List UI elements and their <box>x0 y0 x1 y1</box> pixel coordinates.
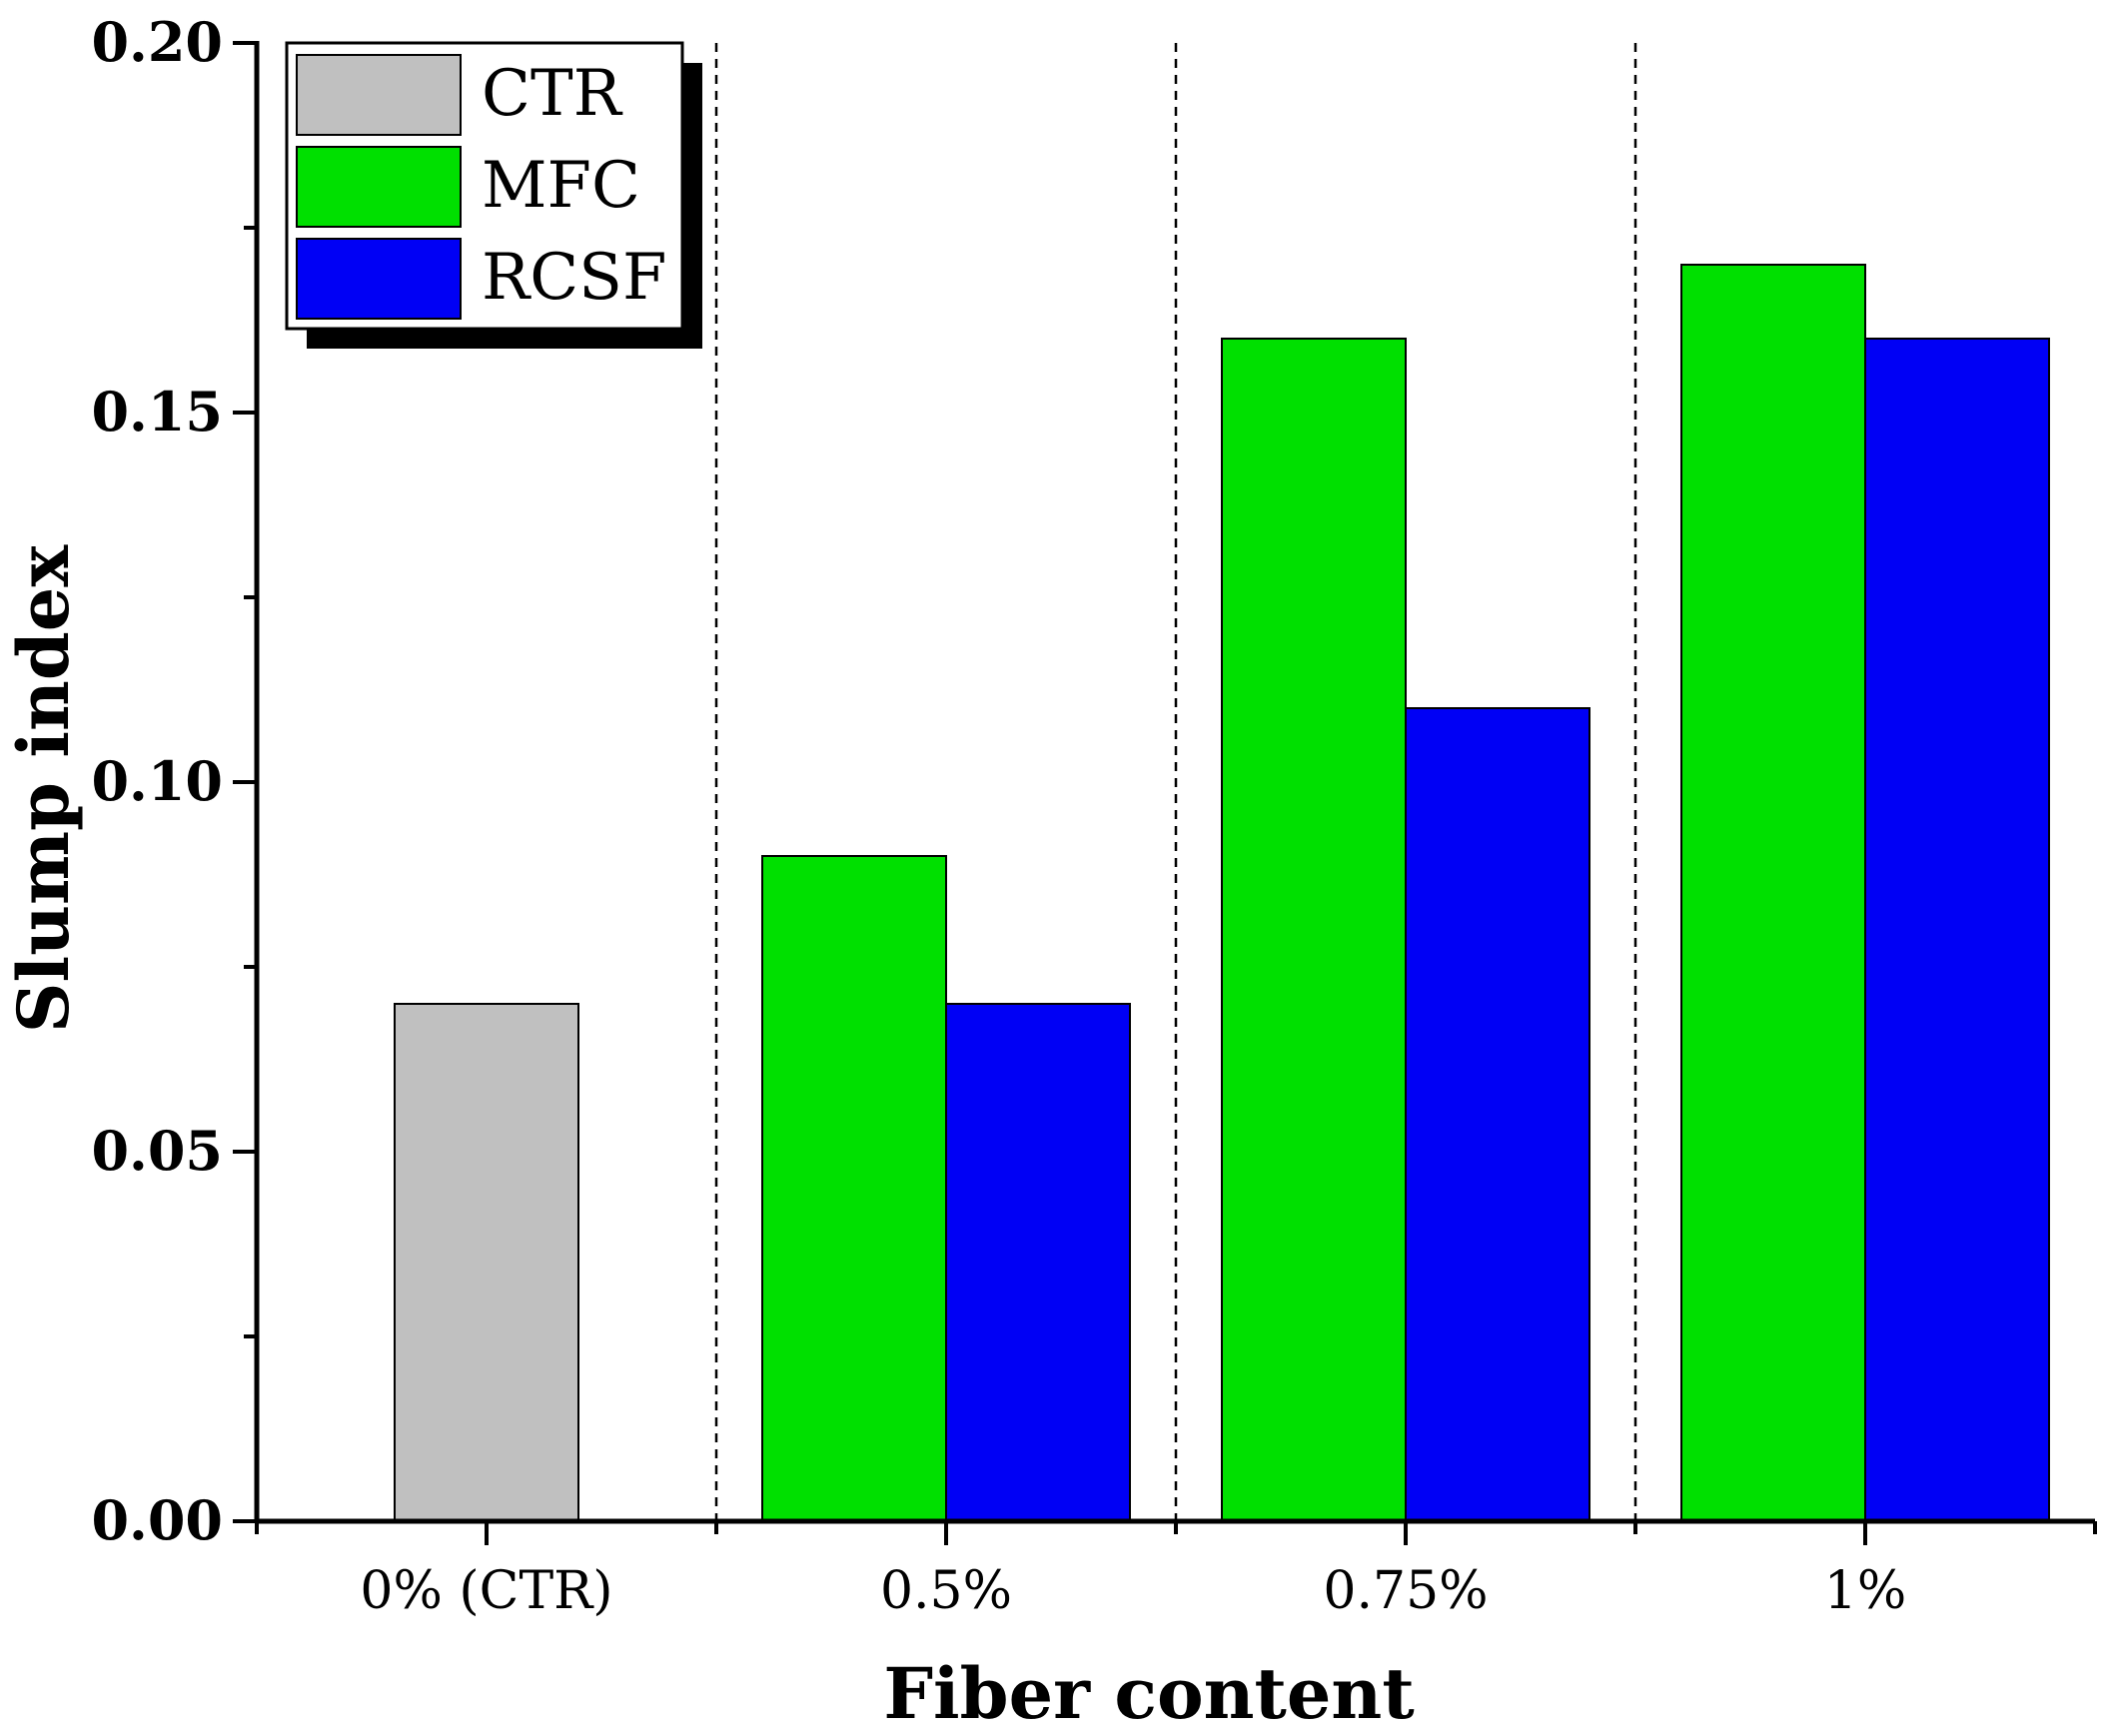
x-axis-title: Fiber content <box>883 1652 1414 1735</box>
bars <box>394 264 2050 1522</box>
y-tick-label: 0.10 <box>91 749 223 813</box>
bar-rcsf-2 <box>1405 707 1590 1522</box>
legend-swatch-mfc <box>296 146 462 228</box>
bar-mfc-2 <box>1221 338 1407 1522</box>
y-axis-ticks: 0.00 0.05 0.10 0.15 0.20 <box>91 10 257 1552</box>
bar-rcsf-1 <box>945 1003 1131 1522</box>
y-tick-label: 0.05 <box>91 1119 223 1183</box>
legend-label-mfc: MFC <box>482 149 640 223</box>
x-tick-label: 0% (CTR) <box>360 1561 612 1621</box>
bar-rcsf-3 <box>1864 338 2050 1522</box>
x-tick-label: 1% <box>1824 1561 1907 1621</box>
x-tick-label: 0.5% <box>880 1561 1012 1621</box>
y-tick-label: 0.00 <box>91 1488 223 1552</box>
group-separators <box>714 43 1637 1521</box>
y-axis-title: Slump index <box>2 544 85 1033</box>
y-tick-label: 0.15 <box>91 380 223 443</box>
x-tick-label: 0.75% <box>1323 1561 1488 1621</box>
legend-swatch-ctr <box>296 54 462 136</box>
legend-swatch-rcsf <box>296 238 462 320</box>
bar-mfc-1 <box>761 855 947 1522</box>
y-tick-label: 0.20 <box>91 10 223 74</box>
legend-label-ctr: CTR <box>482 57 623 131</box>
bar-mfc-3 <box>1680 264 1866 1522</box>
legend: CTR MFC RCSF <box>285 41 702 349</box>
legend-label-rcsf: RCSF <box>482 241 666 315</box>
bar-ctr-0 <box>394 1003 579 1522</box>
x-axis-ticks: 0% (CTR) 0.5% 0.75% 1% <box>255 1521 2097 1621</box>
